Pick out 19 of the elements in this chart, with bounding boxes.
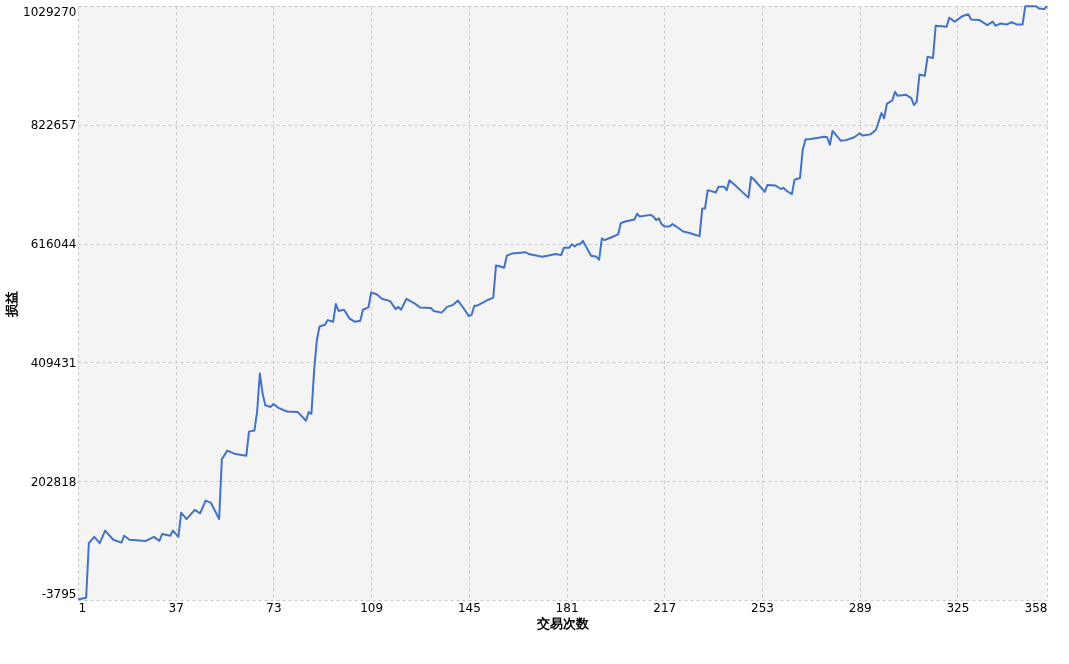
x-tick-label: 73 [266, 600, 282, 615]
x-axis-title: 交易次数 [536, 615, 590, 631]
y-tick-label: 822657 [30, 118, 77, 133]
x-tick-label: 181 [555, 600, 579, 615]
x-tick-label: 217 [653, 600, 677, 615]
y-tick-label: 1029270 [23, 4, 77, 19]
y-tick-label: 202818 [30, 474, 77, 489]
x-tick-label: 1 [78, 600, 87, 615]
x-tick-label: 289 [848, 600, 872, 615]
y-tick-label: 616044 [30, 237, 77, 252]
x-tick-label: 325 [946, 600, 970, 615]
y-tick-label: 409431 [30, 355, 77, 370]
x-tick-label: 109 [360, 600, 384, 615]
x-tick-label: 37 [168, 600, 184, 615]
y-tick-label: -3795 [41, 586, 77, 601]
x-tick-label: 145 [457, 600, 481, 615]
y-axis-title: 损益 [4, 290, 20, 318]
x-tick-label: 358 [1024, 600, 1048, 615]
x-tick-label: 253 [751, 600, 774, 615]
